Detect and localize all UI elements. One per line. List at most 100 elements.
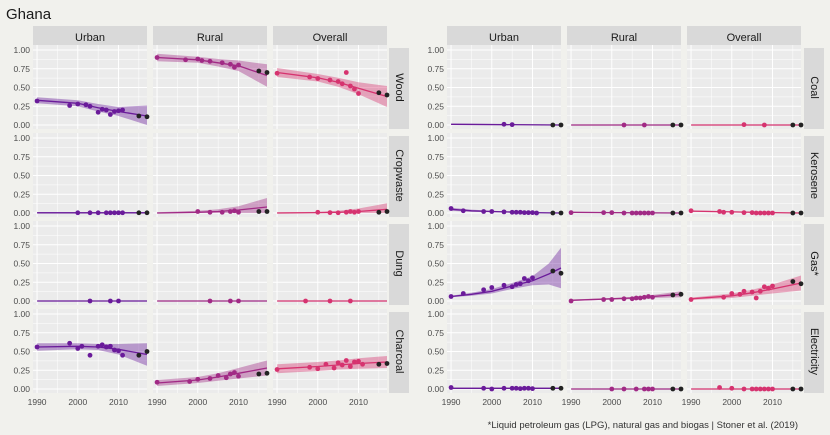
data-point (489, 209, 495, 214)
data-point (335, 360, 341, 366)
ytick-label-dung-4: 1.00 (13, 221, 30, 231)
data-point (601, 297, 607, 302)
data-point (501, 385, 507, 391)
panel-wood-urban (33, 45, 150, 129)
ytick-label-gas-3: 0.75 (427, 240, 444, 250)
data-point (501, 282, 507, 288)
data-point (144, 114, 150, 120)
data-point (650, 294, 655, 300)
xtick-label-left-urban-1990: 1990 (28, 397, 47, 407)
data-point (207, 376, 213, 381)
data-point (798, 386, 804, 392)
trend-line (37, 99, 148, 117)
data-point (112, 347, 117, 353)
data-point (87, 210, 93, 216)
data-point (749, 210, 755, 216)
side-strip-charcoal (389, 312, 409, 393)
data-point (120, 210, 125, 216)
ytick-label-coal-3: 0.75 (427, 64, 444, 74)
ytick-label-electricity-2: 0.50 (427, 347, 444, 357)
ytick-label-dung-1: 0.25 (13, 277, 30, 287)
data-point (530, 275, 535, 281)
data-point (501, 209, 507, 215)
panel-wood-rural (153, 45, 270, 129)
data-point (356, 91, 361, 96)
data-point (770, 283, 775, 289)
data-point (753, 210, 759, 216)
ytick-label-cropwaste-0: 0.00 (13, 208, 30, 218)
data-point (227, 61, 233, 67)
data-point (87, 298, 93, 304)
data-point (688, 297, 694, 302)
data-point (790, 386, 796, 392)
ytick-label-charcoal-2: 0.50 (13, 347, 30, 357)
side-label-dung: Dung (393, 250, 405, 276)
data-point (356, 209, 361, 214)
data-point (509, 385, 515, 391)
data-point (323, 361, 329, 367)
panel-charcoal-overall (273, 309, 390, 393)
data-point (136, 352, 142, 358)
side-label-kerosene: Kerosene (808, 152, 820, 199)
data-point (103, 107, 109, 113)
data-point (144, 349, 150, 354)
data-point (621, 122, 627, 128)
data-point (609, 386, 615, 392)
data-point (154, 55, 160, 60)
data-point (87, 352, 93, 358)
data-point (641, 294, 647, 300)
data-point (79, 343, 85, 349)
data-point (670, 210, 676, 216)
data-point (766, 386, 771, 392)
data-point (460, 291, 466, 296)
data-point (236, 373, 241, 379)
caption: *Liquid petroleum gas (LPG), natural gas… (488, 420, 798, 431)
data-point (521, 276, 527, 281)
data-point (232, 208, 237, 214)
data-point (757, 210, 763, 216)
data-point (550, 268, 556, 274)
data-point (307, 364, 313, 370)
data-point (637, 295, 643, 301)
data-point (501, 121, 507, 127)
ytick-label-dung-0: 0.00 (13, 296, 30, 306)
ytick-label-wood-2: 0.50 (13, 83, 30, 93)
side-label-coal: Coal (808, 76, 820, 99)
data-point (107, 298, 113, 304)
side-strip-cropwaste (389, 136, 409, 217)
ytick-label-kerosene-4: 1.00 (427, 133, 444, 143)
data-point (650, 386, 655, 392)
ytick-label-charcoal-4: 1.00 (13, 309, 30, 319)
data-point (741, 386, 747, 392)
data-point (517, 386, 523, 392)
data-point (347, 298, 353, 304)
data-point (136, 113, 142, 119)
data-point (526, 210, 531, 216)
data-point (207, 298, 213, 304)
data-point (236, 62, 241, 68)
panel-electricity-rural (567, 309, 684, 393)
data-point (517, 281, 523, 287)
data-point (609, 210, 615, 216)
data-point (637, 210, 643, 216)
data-point (236, 298, 241, 304)
data-point (609, 297, 615, 302)
data-point (753, 295, 759, 301)
facet-grid: Urban Rural Overall Wood 0.00 0.25 0.50 0.75 1.0… (13, 26, 824, 407)
xtick-label-right-rural-2000: 2000 (602, 397, 621, 407)
data-point (219, 60, 225, 66)
data-point (761, 122, 767, 128)
strip-left-rural (153, 26, 267, 48)
data-point (315, 76, 321, 81)
data-point (264, 209, 270, 214)
data-point (757, 386, 763, 392)
data-point (489, 386, 495, 392)
data-point (629, 210, 635, 216)
data-point (116, 348, 121, 354)
data-point (352, 86, 357, 92)
data-point (256, 68, 262, 74)
data-point (227, 209, 233, 214)
data-point (327, 210, 333, 216)
data-point (741, 122, 747, 128)
data-point (517, 209, 523, 215)
